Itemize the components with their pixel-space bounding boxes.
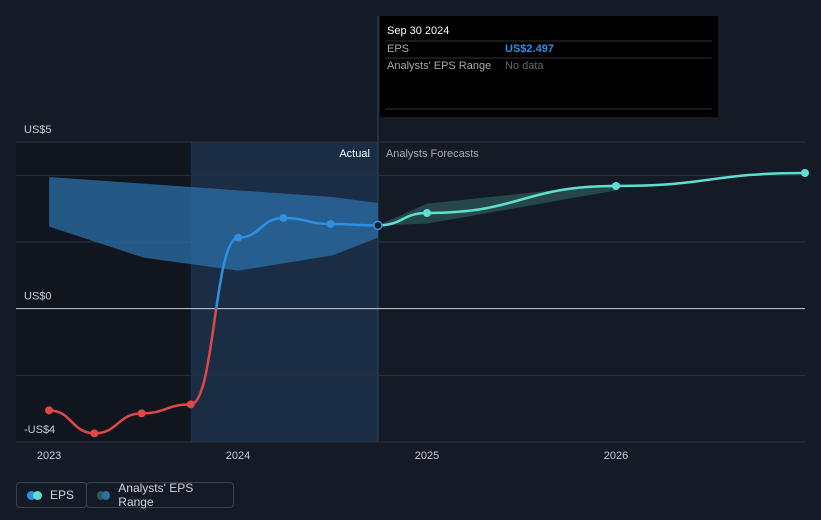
x-tick-label: 2023	[37, 450, 61, 462]
y-tick-label: US$0	[24, 291, 52, 303]
eps-point	[45, 406, 54, 415]
tooltip	[380, 16, 718, 117]
annotation: Analysts Forecasts	[386, 148, 479, 160]
eps-point	[279, 214, 288, 222]
legend-label: EPS	[50, 488, 75, 502]
tooltip-label: Analysts' EPS Range	[387, 60, 491, 72]
plot: Actual Analysts Forecasts US$5 US$0 -US$4 202…	[16, 16, 809, 462]
forecast-point	[423, 209, 432, 217]
eps-point	[186, 400, 195, 409]
forecast-point	[612, 182, 621, 190]
legend-label: Analysts' EPS Range	[118, 481, 194, 509]
x-tick-label: 2025	[415, 450, 439, 462]
forecast-point	[801, 169, 809, 177]
annotation: Actual	[339, 148, 370, 160]
y-tick-label: -US$4	[24, 424, 55, 436]
legend-eps[interactable]: EPS	[16, 482, 88, 508]
tooltip-date: Sep 30 2024	[387, 25, 449, 37]
eps-point	[90, 429, 99, 438]
tooltip-value: No data	[505, 60, 544, 72]
eps-point	[326, 220, 335, 228]
tooltip-label: EPS	[387, 43, 409, 55]
eps-line	[48, 216, 378, 435]
forecast-point	[373, 220, 383, 231]
range-band	[49, 177, 378, 271]
legend-range[interactable]: Analysts' EPS Range	[86, 481, 234, 509]
x-tick-label: 2026	[604, 450, 628, 462]
tooltip-value: US$2.497	[505, 43, 554, 55]
forecast-line	[377, 171, 806, 227]
eps-point	[234, 233, 243, 242]
range-band	[377, 183, 617, 226]
y-tick-label: US$5	[24, 124, 52, 136]
x-tick-label: 2024	[226, 450, 250, 462]
eps-point	[137, 409, 146, 418]
